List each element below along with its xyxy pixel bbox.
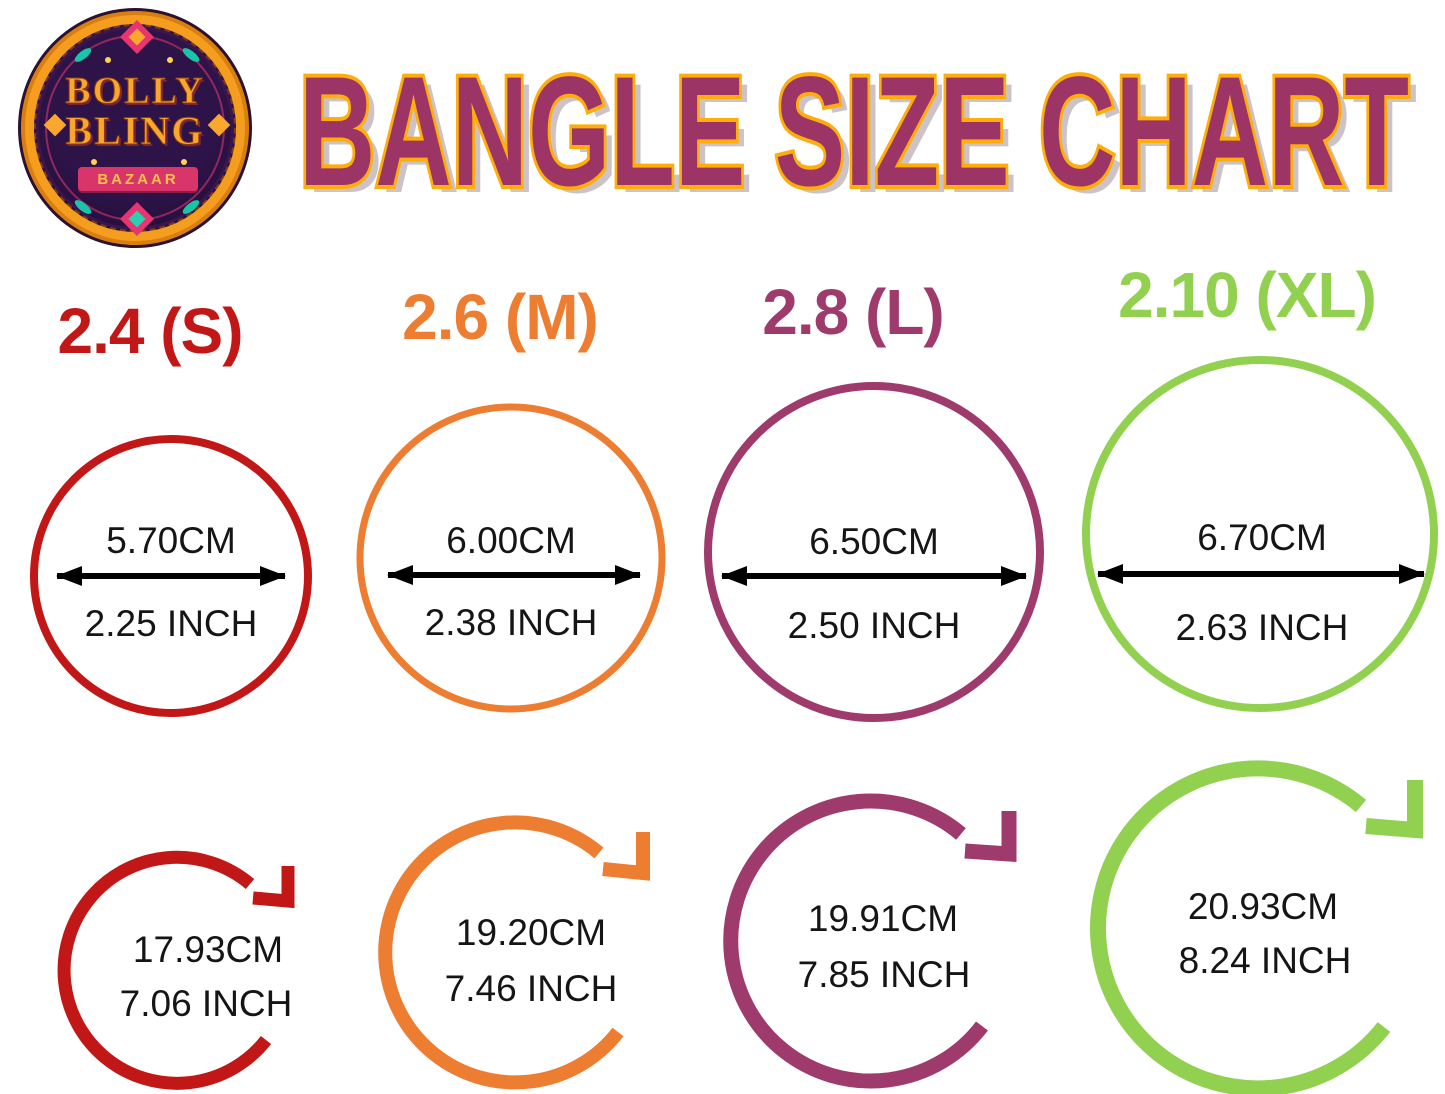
circumference-cm-xl: 20.93CM <box>1187 886 1339 927</box>
brand-logo: BOLLY BLING BAZAAR <box>18 8 252 248</box>
logo-sparkle <box>181 159 187 165</box>
size-label-m: 2.6 (M) <box>402 281 599 353</box>
circumference-arrowhead-xl <box>1365 780 1423 839</box>
diameter-inch-s: 2.25 INCH <box>84 603 258 644</box>
circumference-arrowhead-m <box>602 832 650 881</box>
circumference-arc-xl <box>1089 760 1391 1094</box>
circumference-cm-l: 19.91CM <box>807 898 959 939</box>
diameter-cm-s: 5.70CM <box>106 520 236 561</box>
circumference-inch-s: 7.06 INCH <box>119 983 293 1024</box>
diameter-cm-m: 6.00CM <box>446 520 576 561</box>
brand-banner: BAZAAR <box>78 167 198 191</box>
size-label-s: 2.4 (S) <box>57 295 243 367</box>
logo-sparkle <box>105 57 111 63</box>
size-label-xl: 2.10 (XL) <box>1118 259 1377 331</box>
page-title-shadow: BANGLE SIZE CHART <box>307 56 1417 218</box>
logo-sparkle <box>91 159 97 165</box>
diameter-inch-m: 2.38 INCH <box>424 602 598 643</box>
circumference-cm-s: 17.93CM <box>132 929 284 970</box>
diameter-inch-xl: 2.63 INCH <box>1175 607 1349 648</box>
circumference-inch-m: 7.46 INCH <box>444 968 618 1009</box>
brand-name-line1: BOLLY <box>65 70 205 113</box>
size-label-l: 2.8 (L) <box>762 276 944 348</box>
page-title: BANGLE SIZE CHART BANGLE SIZE CHART <box>295 56 1417 218</box>
diameter-cm-xl: 6.70CM <box>1197 517 1327 558</box>
diameter-cm-l: 6.50CM <box>809 521 939 562</box>
diameter-circle-s <box>30 435 312 717</box>
circumference-arc-l <box>723 793 988 1089</box>
circumference-arrowhead-l <box>964 811 1017 863</box>
brand-name-line3: BAZAAR <box>97 170 179 188</box>
circumference-arrowhead-s <box>252 866 295 909</box>
circumference-cm-m: 19.20CM <box>455 912 607 953</box>
circumference-inch-l: 7.85 INCH <box>797 954 971 995</box>
logo-sparkle <box>167 57 173 63</box>
diameter-inch-l: 2.50 INCH <box>787 605 961 646</box>
circumference-inch-xl: 8.24 INCH <box>1178 940 1352 981</box>
brand-name-line2: BLING <box>65 108 205 154</box>
page-title-text: BANGLE SIZE CHART <box>299 56 1409 218</box>
